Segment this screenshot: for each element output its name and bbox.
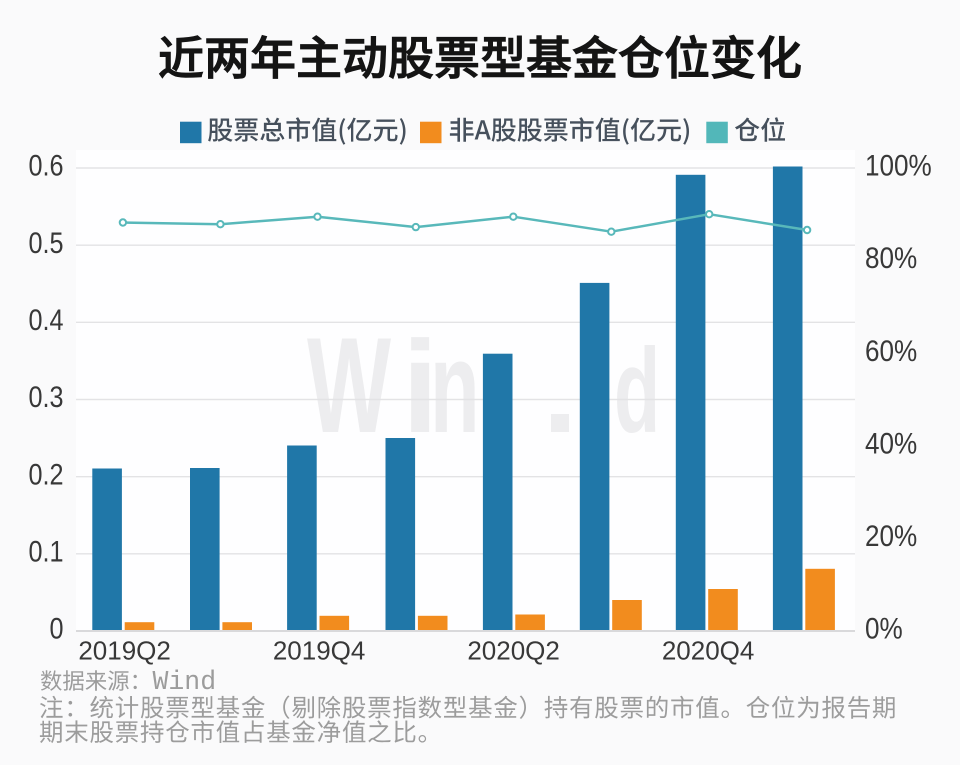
svg-text:2019Q2: 2019Q2 bbox=[78, 636, 171, 666]
svg-text:0: 0 bbox=[49, 612, 63, 646]
svg-text:W: W bbox=[307, 310, 391, 461]
svg-text:0.3: 0.3 bbox=[28, 380, 63, 414]
svg-text:i: i bbox=[402, 313, 438, 460]
svg-text:0%: 0% bbox=[865, 612, 903, 645]
svg-text:d: d bbox=[614, 324, 660, 458]
svg-text:80%: 80% bbox=[865, 242, 917, 275]
svg-text:n: n bbox=[430, 314, 480, 461]
svg-text:0.1: 0.1 bbox=[28, 534, 63, 568]
svg-text:2020Q4: 2020Q4 bbox=[662, 636, 755, 666]
svg-text:0.5: 0.5 bbox=[28, 226, 63, 260]
svg-text:60%: 60% bbox=[865, 334, 917, 367]
svg-text:100%: 100% bbox=[865, 149, 932, 182]
svg-text:2020Q2: 2020Q2 bbox=[467, 636, 560, 666]
svg-text:40%: 40% bbox=[865, 427, 917, 460]
svg-text:0.4: 0.4 bbox=[28, 303, 63, 337]
svg-text:2019Q4: 2019Q4 bbox=[273, 636, 366, 666]
svg-text:Wind: Wind bbox=[153, 667, 217, 697]
svg-text:0.2: 0.2 bbox=[28, 457, 63, 491]
svg-text:0.6: 0.6 bbox=[28, 149, 63, 183]
svg-text:20%: 20% bbox=[865, 519, 917, 552]
